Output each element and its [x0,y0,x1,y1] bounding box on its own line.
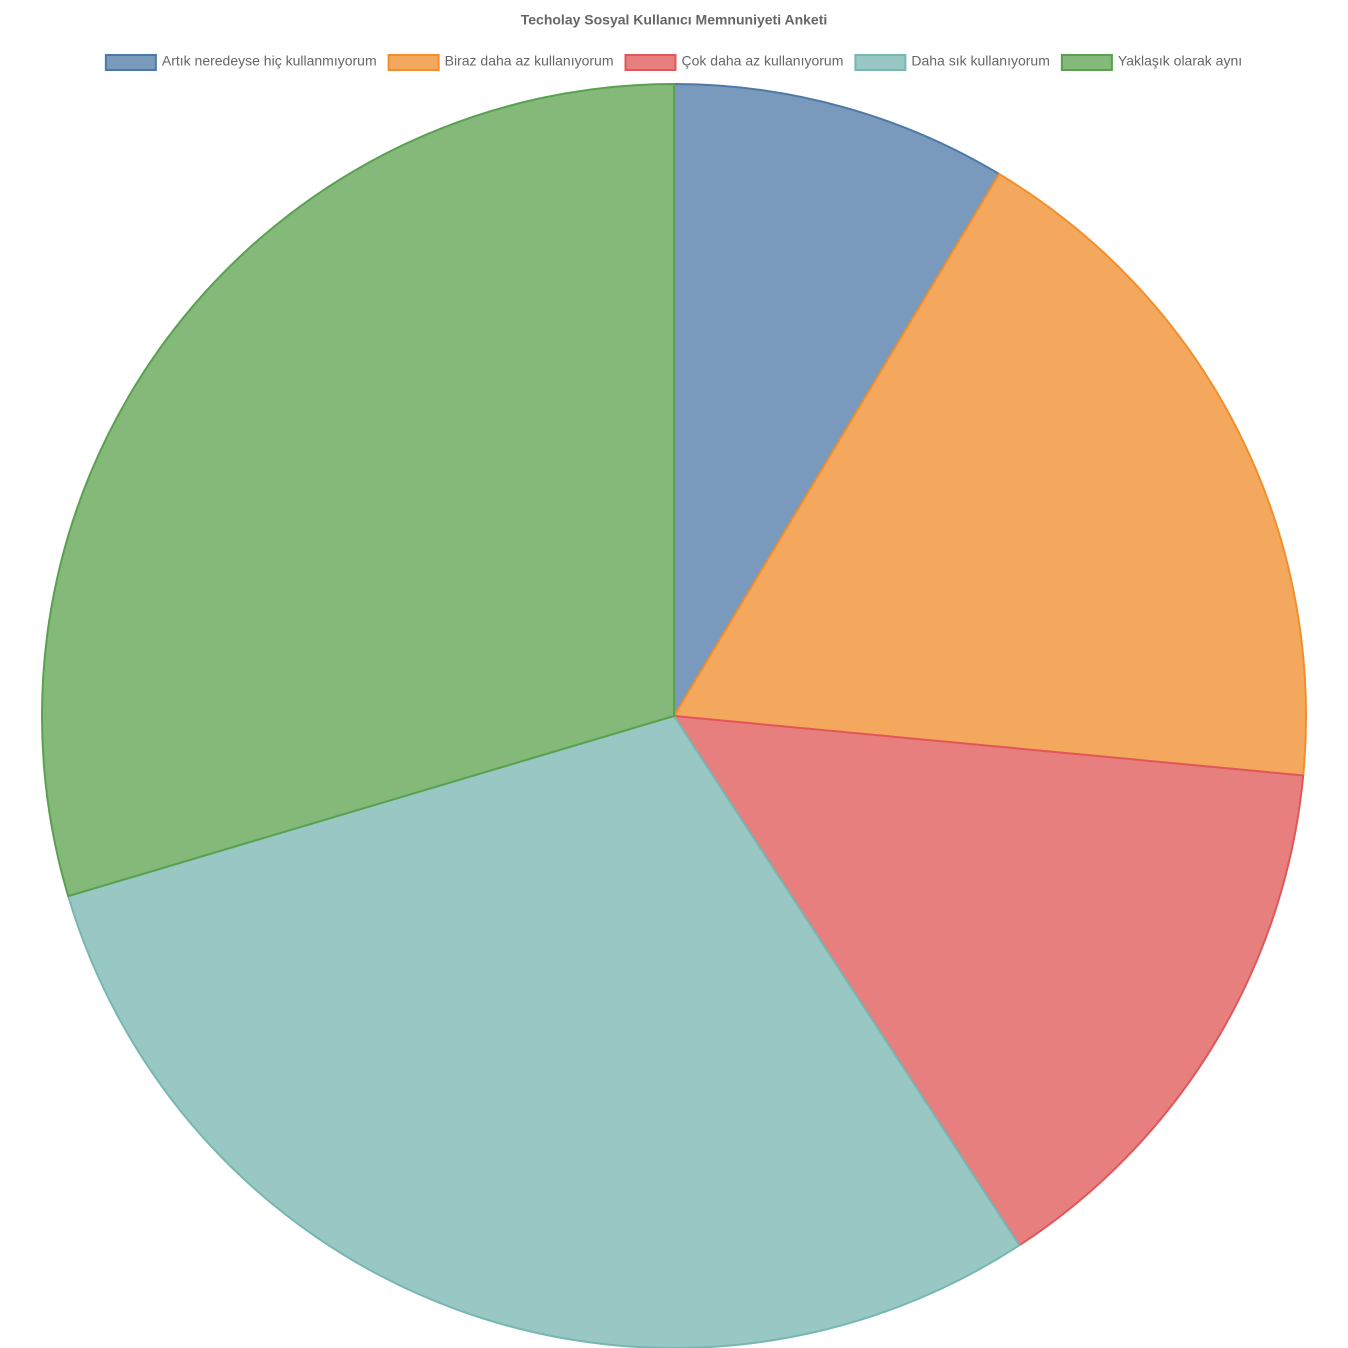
legend-swatch [1060,54,1113,71]
legend-item[interactable]: Yaklaşık olarak aynı [1060,53,1242,71]
legend-item[interactable]: Daha sık kullanıyorum [854,53,1050,71]
pie-slice [673,173,1307,777]
legend-label: Artık neredeyse hiç kullanmıyorum [162,53,377,69]
legend-label: Daha sık kullanıyorum [911,53,1050,69]
legend-swatch [387,54,440,71]
legend-swatch [104,54,157,71]
legend-label: Biraz daha az kullanıyorum [445,53,614,69]
legend: Artık neredeyse hiç kullanmıyorum Biraz d… [104,53,1242,71]
legend-label: Yaklaşık olarak aynı [1118,53,1242,69]
chart-title: Techolay Sosyal Kullanıcı Memnuniyeti An… [521,12,828,28]
legend-item[interactable]: Artık neredeyse hiç kullanmıyorum [104,53,377,71]
legend-swatch [624,54,677,71]
pie-slice [41,83,675,898]
pie [41,83,1307,1348]
legend-label: Çok daha az kullanıyorum [682,53,844,69]
pie-slice [673,83,1001,717]
legend-item[interactable]: Biraz daha az kullanıyorum [387,53,614,71]
legend-item[interactable]: Çok daha az kullanıyorum [624,53,844,71]
pie-slice [673,715,1305,1247]
legend-swatch [854,54,907,71]
pie-slice [67,715,1021,1348]
